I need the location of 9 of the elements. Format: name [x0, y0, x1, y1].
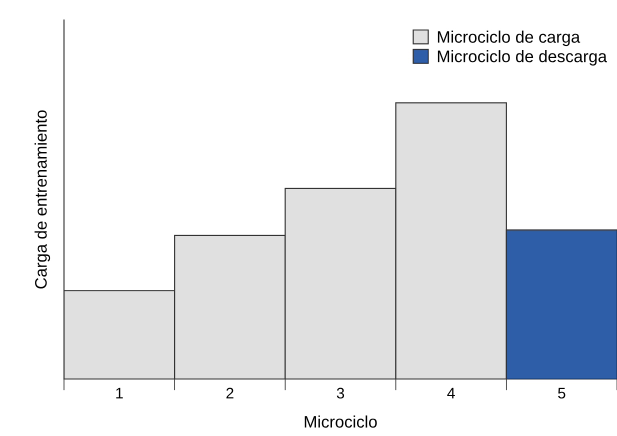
legend-label: Microciclo de descarga [438, 50, 608, 66]
x-tick-label: 1 [116, 388, 123, 398]
y-axis-title: Carga de entrenamiento [34, 110, 50, 289]
legend-label: Microciclo de carga [438, 30, 580, 46]
x-tick-label: 3 [336, 388, 344, 399]
x-tick-label: 4 [447, 388, 455, 398]
x-tick-label: 5 [558, 388, 566, 399]
x-tick-label: 2 [226, 388, 234, 398]
x-axis-title: Microciclo [304, 415, 377, 428]
